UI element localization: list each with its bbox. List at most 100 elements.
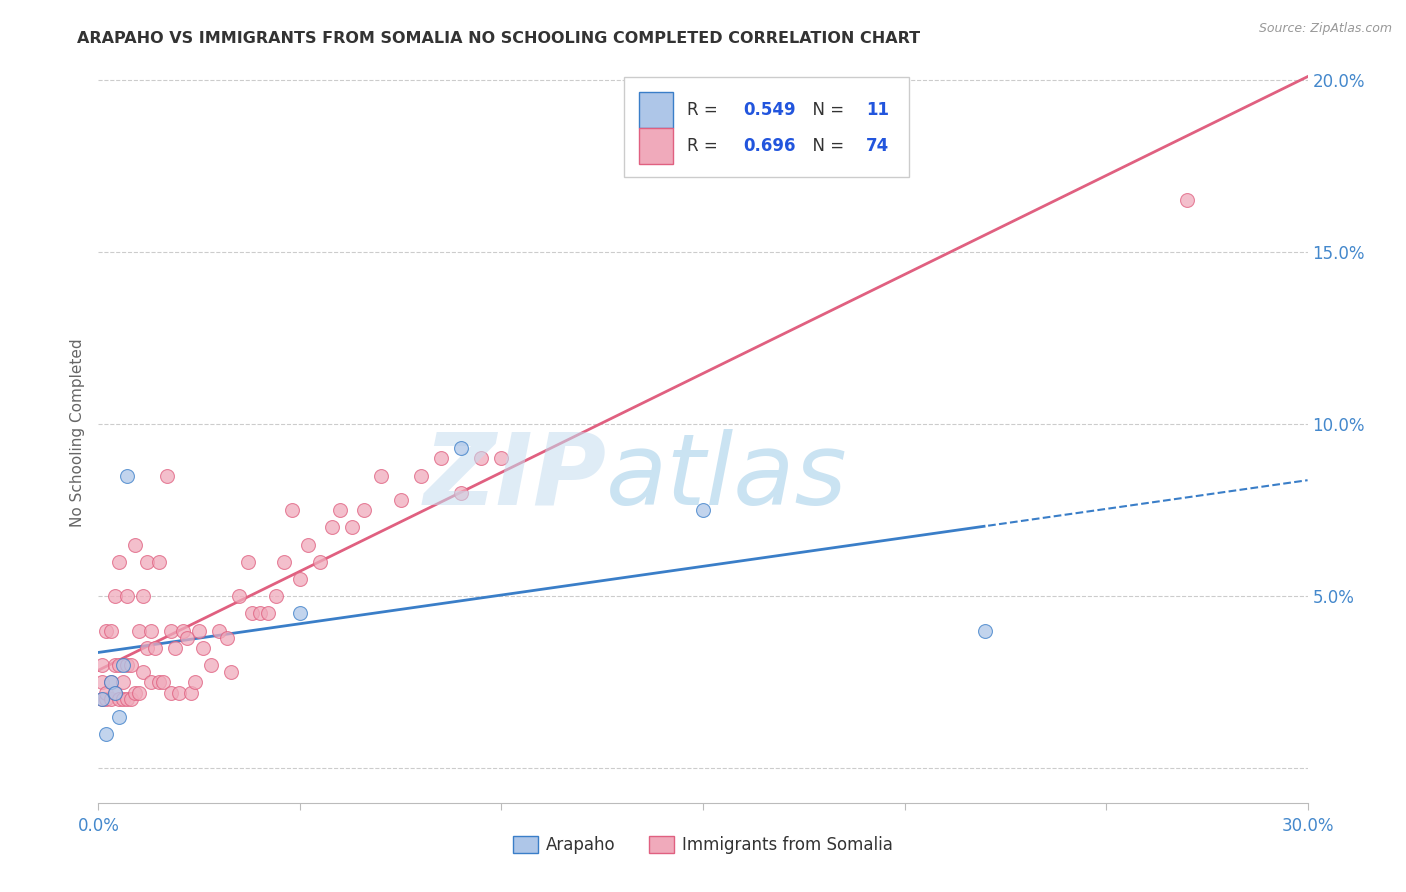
Point — [139, 624, 162, 638]
Point — [103, 685, 125, 699]
Point — [115, 658, 138, 673]
Text: ZIP: ZIP — [423, 428, 606, 525]
Text: N =: N = — [803, 101, 849, 119]
Point — [91, 658, 114, 673]
Point — [96, 624, 118, 638]
Point — [120, 658, 142, 673]
Point — [135, 640, 157, 655]
Point — [124, 537, 146, 551]
Point — [160, 685, 183, 699]
Point — [160, 624, 183, 638]
Point — [264, 589, 287, 603]
Text: 0.696: 0.696 — [742, 137, 796, 155]
Text: 11: 11 — [866, 101, 889, 119]
Point — [139, 675, 162, 690]
Point — [167, 685, 190, 699]
Point — [288, 607, 311, 621]
Point — [370, 468, 392, 483]
Point — [156, 468, 179, 483]
Text: R =: R = — [688, 137, 723, 155]
Point — [228, 589, 250, 603]
Point — [450, 486, 472, 500]
Point — [974, 624, 997, 638]
Bar — [638, 128, 673, 164]
Text: N =: N = — [803, 137, 849, 155]
Point — [115, 589, 138, 603]
Text: atlas: atlas — [606, 428, 848, 525]
Point — [309, 555, 332, 569]
Point — [96, 685, 118, 699]
Point — [91, 692, 114, 706]
Point — [221, 665, 243, 679]
Point — [353, 503, 375, 517]
Point — [91, 692, 114, 706]
Point — [692, 503, 714, 517]
Y-axis label: No Schooling Completed: No Schooling Completed — [69, 338, 84, 527]
Point — [103, 589, 125, 603]
Point — [128, 685, 150, 699]
Point — [163, 640, 186, 655]
Point — [1175, 193, 1198, 207]
Point — [103, 658, 125, 673]
Point — [148, 555, 170, 569]
Point — [107, 658, 129, 673]
Point — [96, 727, 118, 741]
Point — [128, 624, 150, 638]
Point — [256, 607, 278, 621]
Point — [329, 503, 352, 517]
Point — [132, 665, 155, 679]
Point — [148, 675, 170, 690]
Point — [100, 675, 122, 690]
Point — [409, 468, 432, 483]
Text: R =: R = — [688, 101, 723, 119]
Point — [240, 607, 263, 621]
Text: ARAPAHO VS IMMIGRANTS FROM SOMALIA NO SCHOOLING COMPLETED CORRELATION CHART: ARAPAHO VS IMMIGRANTS FROM SOMALIA NO SC… — [77, 31, 921, 46]
Point — [107, 555, 129, 569]
Point — [135, 555, 157, 569]
Text: 0.549: 0.549 — [742, 101, 796, 119]
Point — [176, 631, 198, 645]
Point — [184, 675, 207, 690]
Legend: Arapaho, Immigrants from Somalia: Arapaho, Immigrants from Somalia — [506, 830, 900, 861]
Point — [172, 624, 194, 638]
Point — [273, 555, 295, 569]
Bar — [638, 92, 673, 128]
Point — [249, 607, 271, 621]
Point — [193, 640, 215, 655]
Text: Source: ZipAtlas.com: Source: ZipAtlas.com — [1258, 22, 1392, 36]
Point — [100, 624, 122, 638]
Point — [103, 685, 125, 699]
FancyBboxPatch shape — [624, 78, 908, 178]
Point — [152, 675, 174, 690]
Point — [96, 692, 118, 706]
Point — [321, 520, 343, 534]
Point — [450, 441, 472, 455]
Point — [111, 658, 134, 673]
Point — [91, 675, 114, 690]
Point — [100, 675, 122, 690]
Point — [297, 537, 319, 551]
Point — [491, 451, 513, 466]
Point — [107, 709, 129, 723]
Point — [217, 631, 239, 645]
Point — [100, 692, 122, 706]
Point — [188, 624, 211, 638]
Point — [342, 520, 364, 534]
Point — [132, 589, 155, 603]
Point — [200, 658, 222, 673]
Point — [208, 624, 231, 638]
Point — [389, 492, 412, 507]
Point — [430, 451, 453, 466]
Point — [470, 451, 492, 466]
Point — [236, 555, 259, 569]
Point — [115, 692, 138, 706]
Point — [143, 640, 166, 655]
Point — [111, 675, 134, 690]
Text: 74: 74 — [866, 137, 890, 155]
Point — [180, 685, 202, 699]
Point — [115, 468, 138, 483]
Point — [120, 692, 142, 706]
Point — [281, 503, 304, 517]
Point — [124, 685, 146, 699]
Point — [111, 692, 134, 706]
